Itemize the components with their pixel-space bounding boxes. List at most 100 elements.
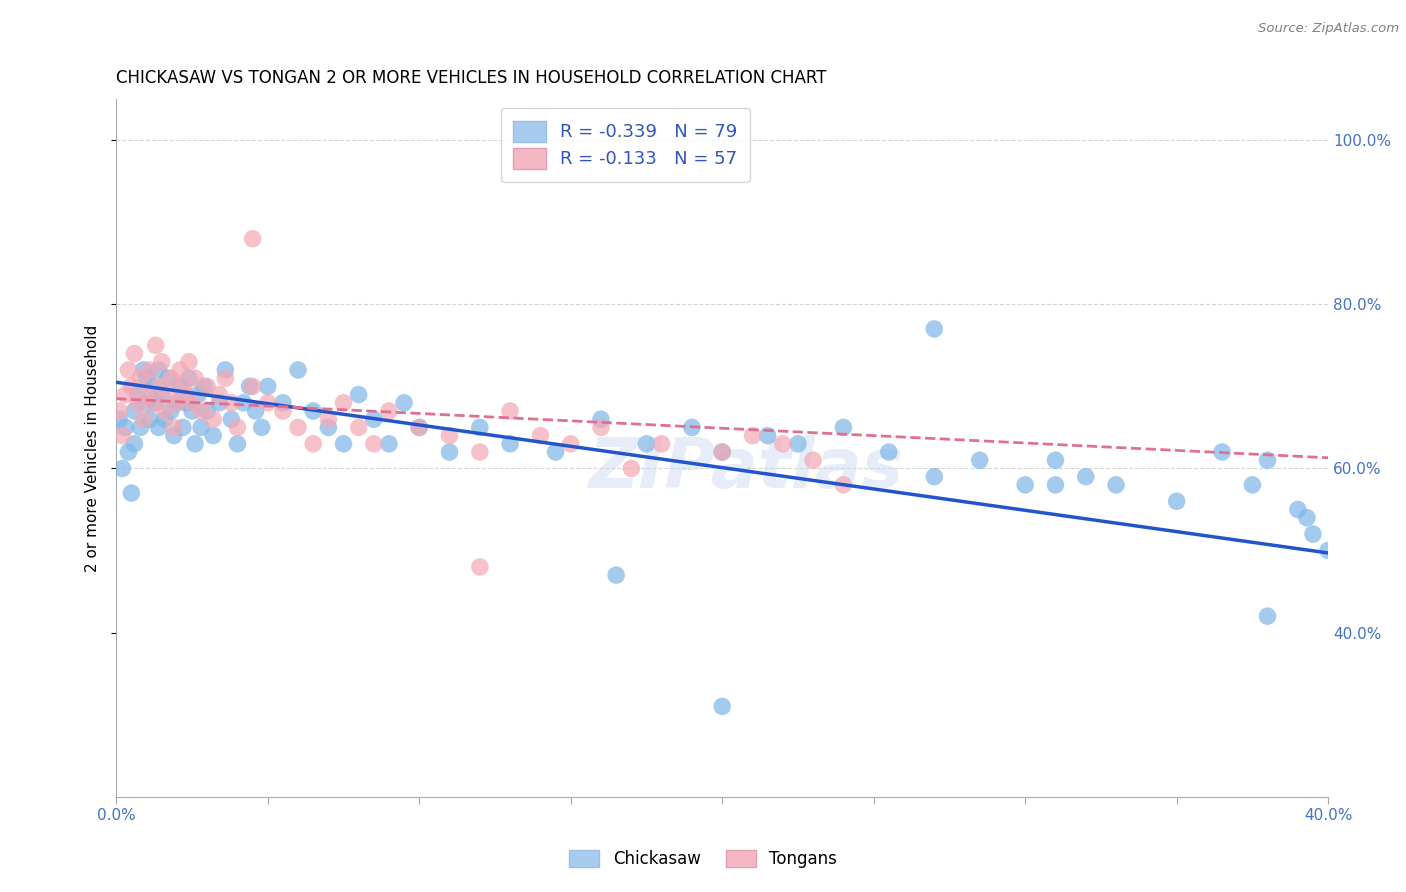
Point: [142, 379, 165, 393]
Point: [468, 445, 491, 459]
Y-axis label: 2 or more Vehicles in Household: 2 or more Vehicles in Household: [86, 325, 100, 572]
Text: Source: ZipAtlas.com: Source: ZipAtlas.com: [1258, 22, 1399, 36]
Point: [132, 412, 155, 426]
Point: [256, 396, 278, 410]
Point: [190, 404, 212, 418]
Point: [172, 379, 194, 393]
Point: [1286, 502, 1309, 516]
Point: [1045, 453, 1067, 467]
Point: [711, 445, 734, 459]
Point: [651, 437, 673, 451]
Point: [138, 363, 160, 377]
Point: [772, 437, 794, 451]
Point: [1045, 478, 1067, 492]
Point: [589, 412, 612, 426]
Point: [318, 420, 340, 434]
Point: [589, 420, 612, 434]
Point: [150, 387, 173, 401]
Point: [287, 363, 309, 377]
Point: [202, 428, 225, 442]
Point: [181, 404, 204, 418]
Point: [801, 453, 824, 467]
Point: [226, 420, 249, 434]
Point: [166, 396, 188, 410]
Point: [127, 396, 149, 410]
Point: [332, 396, 354, 410]
Point: [363, 437, 385, 451]
Point: [560, 437, 582, 451]
Point: [302, 437, 325, 451]
Point: [135, 371, 157, 385]
Point: [117, 363, 139, 377]
Point: [681, 420, 703, 434]
Legend: R = -0.339   N = 79, R = -0.133   N = 57: R = -0.339 N = 79, R = -0.133 N = 57: [501, 108, 749, 181]
Point: [195, 404, 218, 418]
Point: [221, 412, 243, 426]
Point: [132, 363, 155, 377]
Point: [1296, 510, 1319, 524]
Point: [922, 469, 945, 483]
Point: [108, 404, 131, 418]
Point: [499, 404, 522, 418]
Point: [302, 404, 325, 418]
Point: [1074, 469, 1097, 483]
Point: [318, 412, 340, 426]
Point: [135, 387, 157, 401]
Point: [1211, 445, 1233, 459]
Point: [145, 396, 167, 410]
Point: [193, 379, 215, 393]
Point: [636, 437, 658, 451]
Point: [138, 412, 160, 426]
Point: [468, 560, 491, 574]
Point: [332, 437, 354, 451]
Point: [287, 420, 309, 434]
Point: [439, 428, 461, 442]
Point: [181, 396, 204, 410]
Point: [922, 322, 945, 336]
Point: [741, 428, 763, 442]
Point: [221, 396, 243, 410]
Point: [242, 379, 264, 393]
Point: [877, 445, 900, 459]
Point: [408, 420, 430, 434]
Point: [148, 363, 170, 377]
Point: [347, 387, 370, 401]
Point: [605, 568, 627, 582]
Point: [124, 346, 146, 360]
Point: [347, 420, 370, 434]
Point: [153, 412, 176, 426]
Point: [1166, 494, 1188, 508]
Point: [969, 453, 991, 467]
Point: [184, 437, 207, 451]
Point: [166, 396, 188, 410]
Point: [172, 420, 194, 434]
Point: [378, 437, 401, 451]
Text: ZIPatlas: ZIPatlas: [589, 435, 904, 502]
Point: [169, 363, 191, 377]
Point: [256, 379, 278, 393]
Point: [150, 355, 173, 369]
Point: [226, 437, 249, 451]
Point: [711, 699, 734, 714]
Point: [832, 420, 855, 434]
Legend: Chickasaw, Tongans: Chickasaw, Tongans: [562, 843, 844, 875]
Point: [184, 371, 207, 385]
Point: [148, 379, 170, 393]
Point: [408, 420, 430, 434]
Point: [174, 387, 197, 401]
Point: [202, 412, 225, 426]
Point: [832, 478, 855, 492]
Point: [195, 379, 218, 393]
Point: [378, 404, 401, 418]
Point: [148, 420, 170, 434]
Point: [1257, 453, 1279, 467]
Point: [169, 379, 191, 393]
Point: [114, 387, 136, 401]
Point: [163, 428, 186, 442]
Point: [1257, 609, 1279, 624]
Point: [1302, 527, 1324, 541]
Point: [129, 371, 152, 385]
Point: [163, 420, 186, 434]
Point: [787, 437, 810, 451]
Point: [271, 396, 294, 410]
